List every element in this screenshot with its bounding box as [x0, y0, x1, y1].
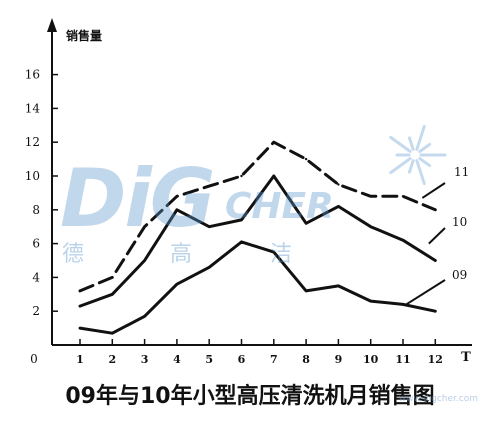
series-10-point-1 [78, 304, 82, 308]
series-09-point-7 [272, 250, 275, 254]
x-tick-label-5: 5 [205, 353, 213, 366]
y-tick-label-2: 2 [32, 304, 40, 318]
x-tick-label-4: 4 [173, 353, 181, 366]
legend-label-10: 10 [452, 215, 467, 229]
series-10-point-11 [401, 239, 405, 242]
y-tick-label-4: 4 [32, 270, 40, 284]
origin-label: 0 [30, 352, 38, 366]
watermark-star-ray [415, 124, 426, 151]
y-tick-label-10: 10 [25, 169, 40, 183]
x-tick-label-9: 9 [335, 353, 343, 366]
series-09-point-8 [304, 289, 308, 293]
chart-title: 09年与10年小型高压清洗机月销售图 [65, 384, 435, 409]
watermark-star-ray [407, 136, 415, 151]
legend-leader-09 [405, 279, 446, 306]
legend-leader-10 [428, 227, 446, 245]
series-11-point-2 [111, 276, 114, 279]
series-10-point-9 [337, 205, 340, 208]
series-11-point-11 [401, 195, 405, 198]
series-09-point-6 [240, 240, 243, 244]
watermark-star-ray [407, 159, 415, 174]
x-tick-label-6: 6 [238, 353, 246, 366]
y-axis-label: 销售量 [66, 28, 102, 43]
series-09-point-10 [369, 299, 372, 303]
legend-leader-11 [421, 182, 446, 199]
watermark-star-ray [389, 157, 412, 175]
watermark-star-ray [418, 157, 432, 168]
series-line-10 [78, 174, 437, 308]
series-11-point-5 [208, 184, 211, 188]
series-10-point-5 [208, 225, 211, 228]
series-11-point-7 [272, 141, 275, 144]
x-tick-label-11: 11 [395, 353, 410, 366]
series-10-point-4 [175, 208, 179, 211]
x-tick-label-3: 3 [141, 353, 149, 366]
series-09-point-3 [143, 315, 146, 318]
watermark-url: www.digcher.com [398, 394, 478, 404]
series-09-point-11 [401, 303, 405, 306]
series-11-point-12 [434, 208, 437, 211]
y-tick-label-14: 14 [25, 101, 41, 115]
y-axis-arrow [47, 18, 57, 32]
x-tick-label-12: 12 [428, 353, 443, 366]
series-09-point-5 [208, 266, 211, 269]
y-tick-label-16: 16 [25, 68, 40, 82]
y-tick-label-8: 8 [32, 203, 40, 217]
series-10-point-2 [111, 293, 114, 296]
x-tick-label-7: 7 [270, 353, 278, 366]
series-09-point-4 [175, 282, 179, 286]
series-line-09 [78, 240, 437, 335]
watermark-star-ray [418, 142, 432, 153]
series-11-point-6 [240, 174, 243, 178]
y-tick-label-6: 6 [32, 237, 40, 251]
series-09-point-9 [337, 284, 340, 288]
series-09-point-12 [434, 310, 437, 313]
x-tick-label-2: 2 [108, 353, 116, 366]
series-09-point-2 [111, 331, 114, 335]
legend-label-11: 11 [454, 165, 469, 179]
legend-label-09: 09 [452, 268, 467, 282]
y-tick-label-12: 12 [25, 135, 40, 149]
series-10-point-12 [434, 259, 437, 262]
series-09-point-1 [78, 326, 82, 330]
x-axis-label: T [461, 350, 471, 365]
x-tick-label-1: 1 [76, 353, 84, 366]
watermark-star-ray [389, 135, 412, 153]
series-11-point-9 [337, 183, 340, 186]
series-11-point-4 [175, 195, 179, 198]
series-line-11 [78, 140, 437, 293]
series-10-point-7 [272, 174, 275, 178]
watermark-star-ray [415, 159, 426, 186]
series-11-point-1 [78, 289, 82, 293]
series-11-point-8 [304, 157, 308, 161]
series-10-point-8 [304, 222, 308, 225]
x-tick-label-8: 8 [302, 353, 310, 366]
series-10-point-10 [369, 225, 372, 228]
x-tick-label-10: 10 [363, 353, 379, 366]
series-11-point-3 [143, 225, 146, 228]
series-10-point-3 [143, 259, 146, 262]
series-10-point-6 [240, 218, 243, 222]
series-11-point-10 [369, 195, 372, 198]
